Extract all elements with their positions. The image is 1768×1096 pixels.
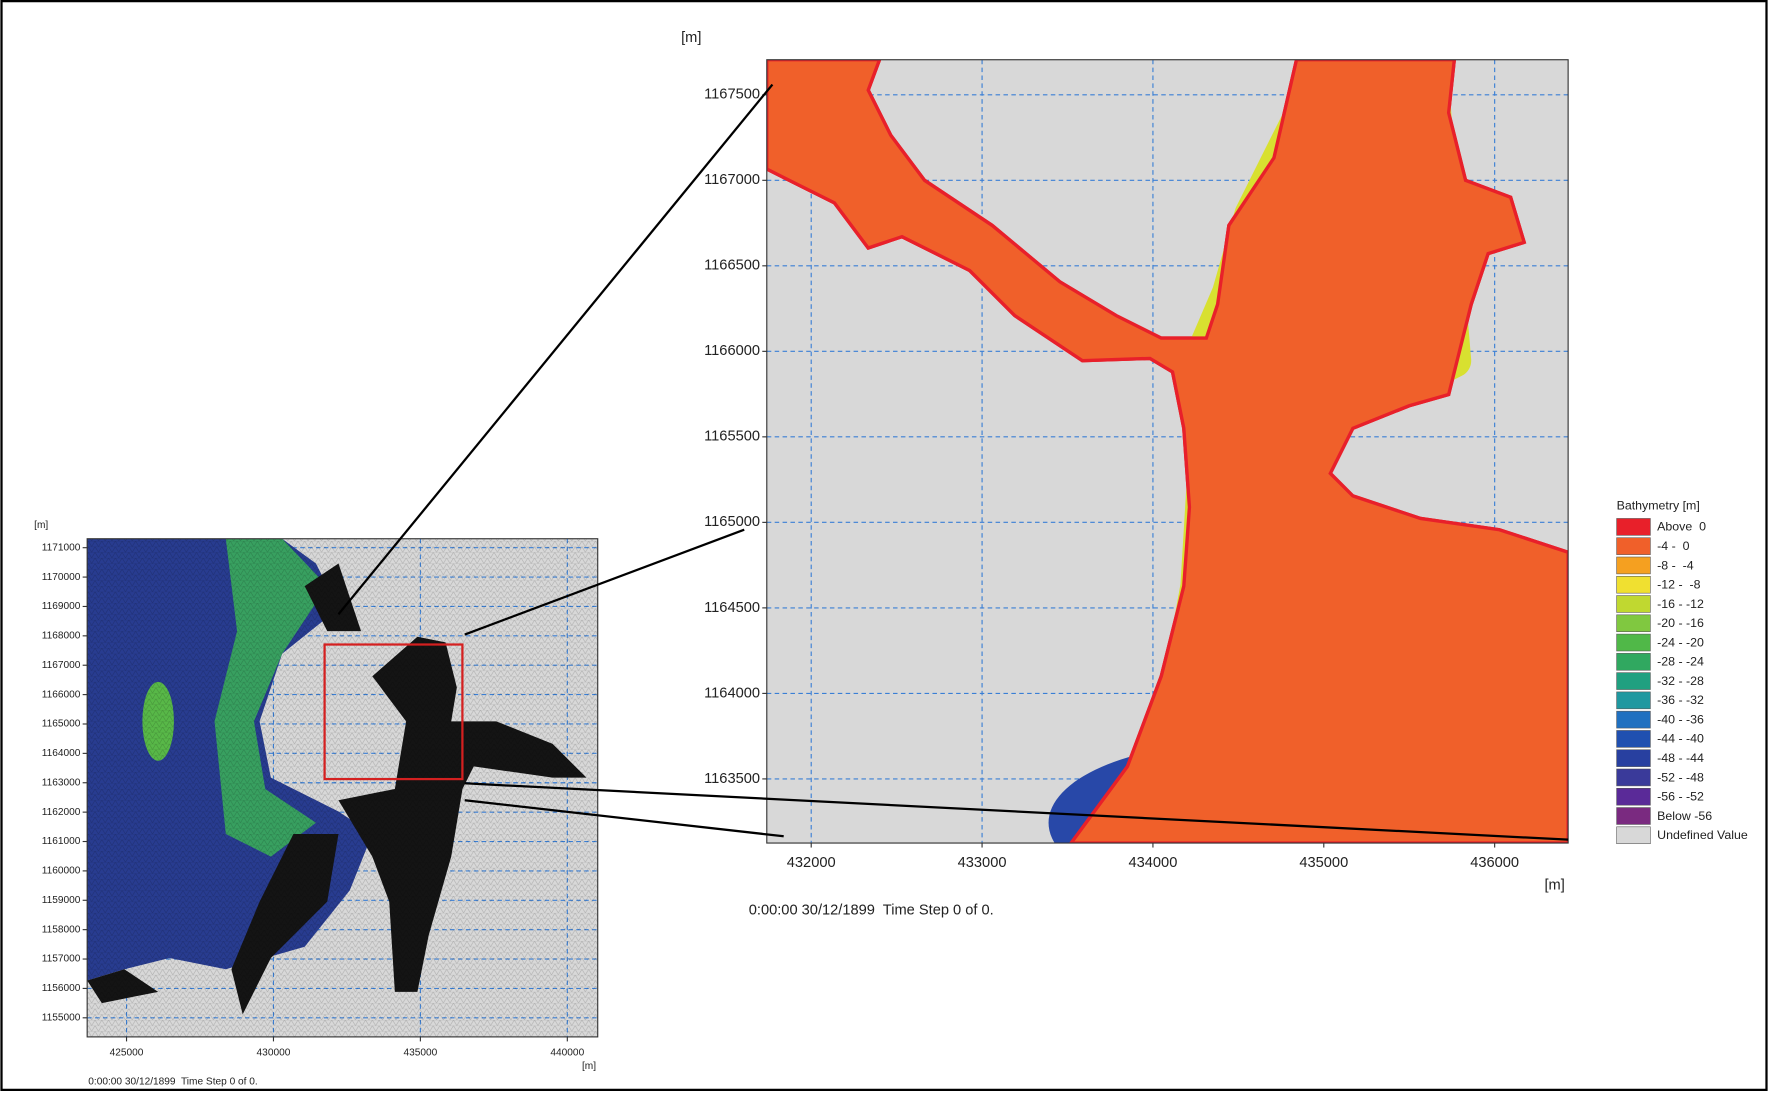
y-tick-label: 1171000 — [42, 542, 81, 553]
y-tick-label: 1163000 — [42, 777, 81, 788]
legend-label: -16 - -12 — [1657, 597, 1704, 611]
legend-label: -52 - -48 — [1657, 770, 1704, 784]
legend-label: -28 - -24 — [1657, 655, 1704, 669]
y-tick-label: 1158000 — [42, 924, 81, 935]
legend-label: -40 - -36 — [1657, 712, 1704, 726]
y-tick-label: 1156000 — [42, 983, 81, 994]
y-tick-label: 1163500 — [704, 771, 760, 787]
x-tick-label: 434000 — [1129, 855, 1178, 871]
legend-label: -48 - -44 — [1657, 751, 1704, 765]
x-tick-label: 440000 — [550, 1047, 584, 1058]
legend-swatch — [1617, 596, 1651, 613]
legend: Bathymetry [m] Above 0 -4 - 0 -8 - -4 -12 -… — [1617, 498, 1748, 843]
x-unit: [m] — [582, 1061, 596, 1072]
legend-swatch — [1617, 576, 1651, 593]
figure: 432000 433000 434000 435000 436000 1163500 116… — [0, 0, 1768, 1091]
y-tick-label: 1166000 — [42, 689, 81, 700]
legend-swatch — [1617, 518, 1651, 535]
y-tick-label: 1157000 — [42, 954, 81, 965]
y-tick-label: 1167500 — [704, 87, 760, 103]
legend-label: Undefined Value — [1657, 828, 1748, 842]
y-unit: [m] — [681, 30, 701, 46]
legend-swatch — [1617, 730, 1651, 747]
y-tick-label: 1162000 — [42, 807, 81, 818]
legend-swatch — [1617, 615, 1651, 632]
y-tick-label: 1165000 — [42, 719, 81, 730]
y-tick-label: 1169000 — [42, 601, 81, 612]
y-tick-label: 1165500 — [704, 429, 760, 445]
legend-label: -4 - 0 — [1657, 539, 1689, 553]
y-tick-label: 1164500 — [704, 600, 760, 616]
x-tick-label: 435000 — [1299, 855, 1348, 871]
y-tick-label: 1166000 — [704, 343, 760, 359]
y-tick-label: 1167000 — [42, 660, 81, 671]
x-tick-label: 436000 — [1470, 855, 1519, 871]
y-tick-label: 1160000 — [42, 866, 81, 877]
y-tick-label: 1155000 — [42, 1012, 81, 1023]
x-tick-label: 430000 — [257, 1047, 291, 1058]
y-tick-label: 1164000 — [42, 748, 81, 759]
legend-label: -56 - -52 — [1657, 790, 1704, 804]
footer: 0:00:00 30/12/1899 Time Step 0 of 0. — [749, 903, 994, 919]
legend-title: Bathymetry [m] — [1617, 498, 1700, 512]
legend-swatch — [1617, 538, 1651, 555]
legend-label: Below -56 — [1657, 809, 1712, 823]
legend-label: -36 - -32 — [1657, 693, 1704, 707]
footer: 0:00:00 30/12/1899 Time Step 0 of 0. — [88, 1077, 257, 1088]
y-tick-label: 1164000 — [704, 685, 760, 701]
legend-swatch — [1617, 673, 1651, 690]
y-tick-label: 1165000 — [704, 514, 760, 530]
x-tick-label: 433000 — [958, 855, 1007, 871]
legend-swatch — [1617, 769, 1651, 786]
legend-swatch — [1617, 634, 1651, 651]
y-tick-label: 1161000 — [42, 836, 81, 847]
legend-swatch — [1617, 557, 1651, 574]
x-tick-label: 432000 — [787, 855, 836, 871]
legend-swatch — [1617, 808, 1651, 825]
y-tick-label: 1168000 — [42, 631, 81, 642]
legend-swatch — [1617, 788, 1651, 805]
x-tick-label: 425000 — [110, 1047, 144, 1058]
y-tick-label: 1166500 — [704, 258, 760, 274]
legend-swatch — [1617, 653, 1651, 670]
legend-label: -20 - -16 — [1657, 616, 1704, 630]
legend-label: Above 0 — [1657, 520, 1706, 534]
legend-label: -44 - -40 — [1657, 732, 1704, 746]
y-tick-label: 1167000 — [704, 172, 760, 188]
x-unit: [m] — [1544, 878, 1564, 894]
legend-label: -8 - -4 — [1657, 558, 1694, 572]
legend-label: -12 - -8 — [1657, 578, 1700, 592]
x-tick-label: 435000 — [403, 1047, 437, 1058]
legend-swatch — [1617, 692, 1651, 709]
legend-swatch — [1617, 711, 1651, 728]
legend-swatch — [1617, 750, 1651, 767]
y-unit: [m] — [34, 520, 48, 531]
y-tick-label: 1159000 — [42, 895, 81, 906]
legend-swatch — [1617, 827, 1651, 844]
legend-label: -32 - -28 — [1657, 674, 1704, 688]
legend-label: -24 - -20 — [1657, 635, 1704, 649]
y-tick-label: 1170000 — [42, 572, 81, 583]
